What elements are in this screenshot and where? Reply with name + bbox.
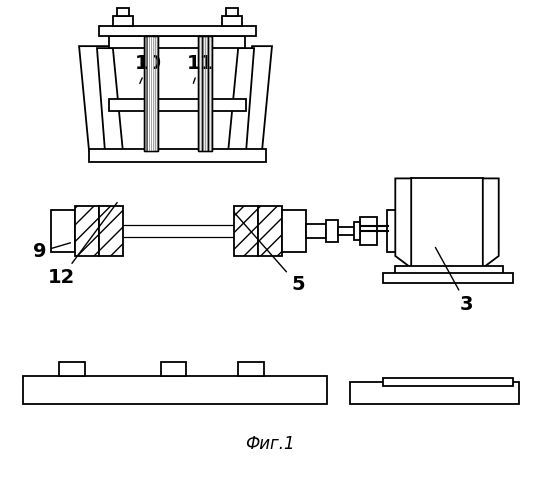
Bar <box>387 210 401 252</box>
Bar <box>99 26 256 36</box>
Bar <box>113 16 133 26</box>
Bar <box>338 227 360 235</box>
Bar <box>51 225 308 237</box>
Bar <box>144 36 158 150</box>
Polygon shape <box>228 48 254 150</box>
Bar <box>411 178 483 268</box>
Bar <box>383 281 512 404</box>
Text: 3: 3 <box>435 248 474 314</box>
Polygon shape <box>395 178 411 268</box>
Bar <box>222 16 242 26</box>
Bar <box>383 273 512 283</box>
Text: 9: 9 <box>32 242 70 262</box>
Bar <box>198 36 212 150</box>
Bar <box>234 206 258 256</box>
Bar <box>395 266 503 274</box>
Bar <box>226 8 238 16</box>
Bar <box>99 206 123 256</box>
Polygon shape <box>483 178 499 268</box>
Bar <box>383 378 512 386</box>
Polygon shape <box>97 48 123 150</box>
Polygon shape <box>240 46 272 150</box>
Bar <box>238 362 264 376</box>
Bar <box>160 362 186 376</box>
Text: Фиг.1: Фиг.1 <box>245 435 295 453</box>
Bar <box>144 36 158 150</box>
Bar <box>354 222 360 240</box>
Text: 12: 12 <box>48 202 117 288</box>
Bar <box>282 210 306 252</box>
Bar <box>109 36 245 48</box>
Bar <box>306 224 326 238</box>
Bar <box>258 206 282 256</box>
Bar <box>198 36 212 150</box>
Text: 11: 11 <box>187 54 214 84</box>
Bar <box>360 217 377 245</box>
Polygon shape <box>79 46 121 150</box>
Text: 10: 10 <box>135 54 162 84</box>
Bar <box>401 218 411 244</box>
Bar <box>147 36 154 150</box>
Bar <box>75 206 99 256</box>
Bar <box>349 382 518 404</box>
Bar <box>23 376 327 404</box>
Bar <box>109 99 246 111</box>
Bar <box>117 8 129 16</box>
Bar <box>89 148 266 162</box>
Bar <box>326 220 338 242</box>
Bar <box>51 210 75 252</box>
Text: 5: 5 <box>234 212 305 294</box>
Bar <box>59 362 85 376</box>
